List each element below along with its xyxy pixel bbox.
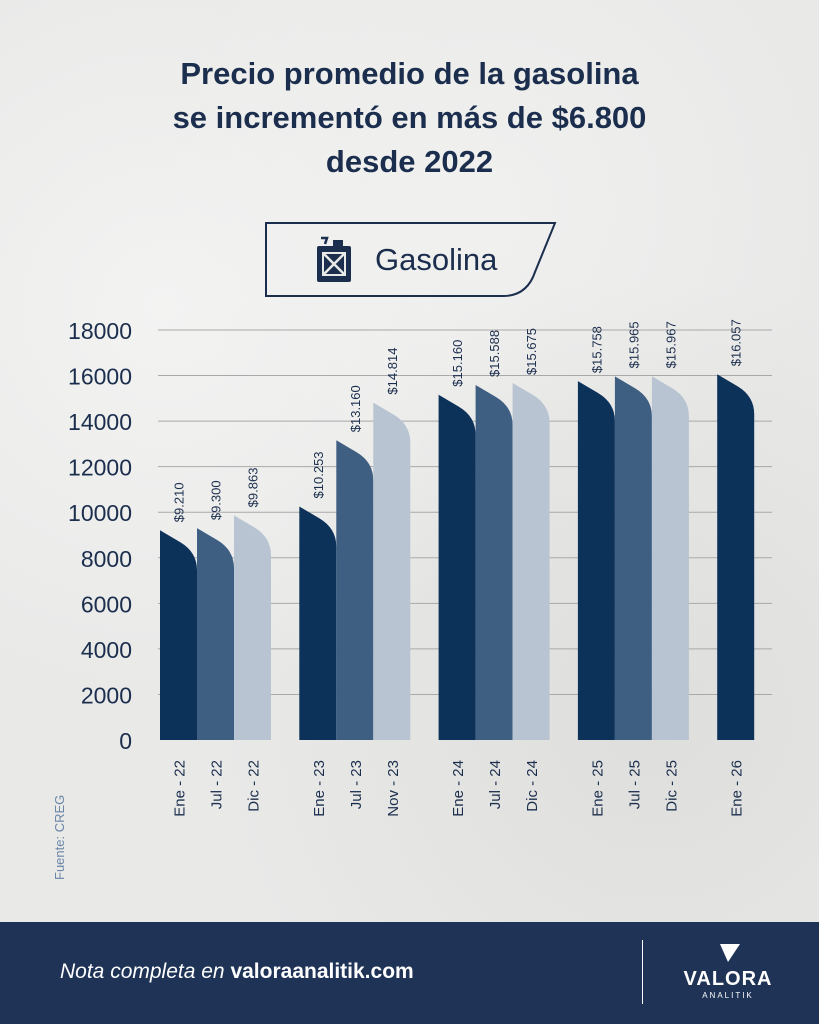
y-tick-label: 6000 — [81, 591, 132, 617]
bar — [577, 381, 615, 740]
footer: Nota completa en valoraanalitik.com VALO… — [0, 922, 819, 1024]
x-tick-label: Dic - 25 — [663, 760, 680, 812]
legend: Gasolina — [265, 222, 557, 298]
x-tick-label: Jul - 25 — [626, 760, 643, 809]
title-line: desde 2022 — [325, 144, 494, 179]
x-tick-label: Nov - 23 — [385, 760, 402, 817]
data-label: $13.160 — [348, 385, 363, 432]
site-link[interactable]: valoraanalitik.com — [230, 960, 414, 983]
y-tick-label: 12000 — [68, 455, 132, 481]
data-label: $9.300 — [209, 480, 224, 520]
data-label: $15.758 — [589, 326, 604, 373]
y-tick-label: 0 — [119, 728, 132, 754]
data-label: $9.863 — [246, 468, 261, 508]
fuel-can-icon — [317, 236, 351, 282]
data-label: $15.967 — [663, 321, 678, 368]
bar — [614, 376, 652, 740]
bar — [197, 528, 234, 740]
bar — [475, 384, 513, 740]
y-tick-label: 8000 — [81, 546, 132, 572]
footer-note: Nota completa en valoraanalitik.com — [60, 960, 414, 983]
x-tick-label: Ene - 26 — [729, 760, 746, 817]
bar — [373, 402, 411, 740]
data-label: $9.210 — [172, 482, 187, 522]
data-label: $15.675 — [524, 328, 539, 375]
title-line: se incrementó en más de $6.800 — [172, 100, 647, 135]
x-tick-label: Ene - 24 — [450, 760, 467, 817]
y-tick-label: 10000 — [68, 500, 132, 526]
x-tick-label: Ene - 25 — [589, 760, 606, 817]
bar — [512, 382, 550, 740]
x-tick-label: Dic - 24 — [524, 760, 541, 812]
y-tick-label: 18000 — [68, 318, 132, 344]
x-tick-label: Ene - 23 — [311, 760, 328, 817]
bar — [651, 376, 689, 740]
y-tick-label: 14000 — [68, 409, 132, 435]
data-label: $15.160 — [450, 340, 465, 387]
bar — [234, 515, 271, 740]
y-tick-label: 2000 — [81, 682, 132, 708]
data-label: $16.057 — [729, 319, 744, 366]
bar — [717, 374, 755, 740]
logo-mark-icon — [720, 944, 740, 962]
source-note: Fuente: CREG — [52, 794, 67, 880]
x-tick-label: Jul - 24 — [487, 760, 504, 809]
divider — [642, 940, 643, 1004]
x-tick-label: Jul - 23 — [348, 760, 365, 809]
bar — [438, 394, 476, 740]
x-tick-label: Ene - 22 — [172, 760, 189, 817]
x-tick-label: Jul - 22 — [209, 760, 226, 809]
chart-title: Precio promedio de la gasolina se increm… — [0, 52, 819, 184]
bar — [299, 506, 337, 740]
y-tick-label: 4000 — [81, 637, 132, 663]
bar-chart: 0 2000 4000 6000 8000 10000 12000 14000 16000 180… — [68, 318, 772, 817]
valora-logo: VALORA ANALITIK — [683, 942, 773, 1000]
y-tick-label: 16000 — [68, 364, 132, 390]
bar — [160, 530, 197, 740]
data-label: $14.814 — [385, 348, 400, 395]
bar — [336, 440, 374, 740]
x-tick-label: Dic - 22 — [246, 760, 263, 812]
data-label: $15.588 — [487, 330, 502, 377]
data-label: $10.253 — [311, 451, 326, 498]
legend-label: Gasolina — [375, 242, 498, 277]
title-line: Precio promedio de la gasolina — [180, 56, 639, 91]
data-label: $15.965 — [626, 321, 641, 368]
